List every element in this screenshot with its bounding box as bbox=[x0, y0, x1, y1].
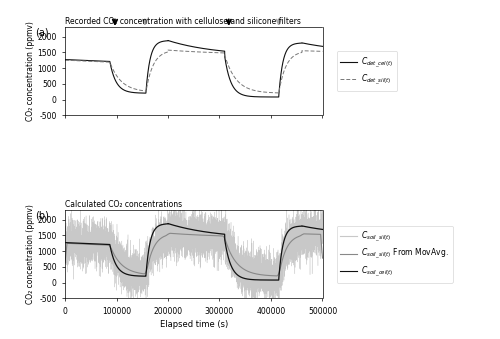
Legend: $C_{det\_cel(t)}$, $C_{det\_sil(t)}$: $C_{det\_cel(t)}$, $C_{det\_sil(t)}$ bbox=[336, 52, 397, 91]
Y-axis label: CO₂ concentration (ppmv): CO₂ concentration (ppmv) bbox=[26, 204, 35, 304]
Text: Recorded CO₂ concentration with cellulose and silicone filters: Recorded CO₂ concentration with cellulos… bbox=[65, 17, 301, 26]
Text: (a): (a) bbox=[36, 27, 49, 37]
Text: Calculated CO₂ concentrations: Calculated CO₂ concentrations bbox=[65, 200, 182, 210]
X-axis label: Elapsed time (s): Elapsed time (s) bbox=[160, 320, 228, 329]
Text: (b): (b) bbox=[36, 210, 50, 220]
Y-axis label: CO₂ concentration (ppmv): CO₂ concentration (ppmv) bbox=[26, 21, 35, 121]
Legend: $C_{soil\_sil(t)}$, $C_{soil\_sil(t)}$ From MovAvg., $C_{soil\_cel(t)}$: $C_{soil\_sil(t)}$, $C_{soil\_sil(t)}$ F… bbox=[336, 226, 452, 283]
